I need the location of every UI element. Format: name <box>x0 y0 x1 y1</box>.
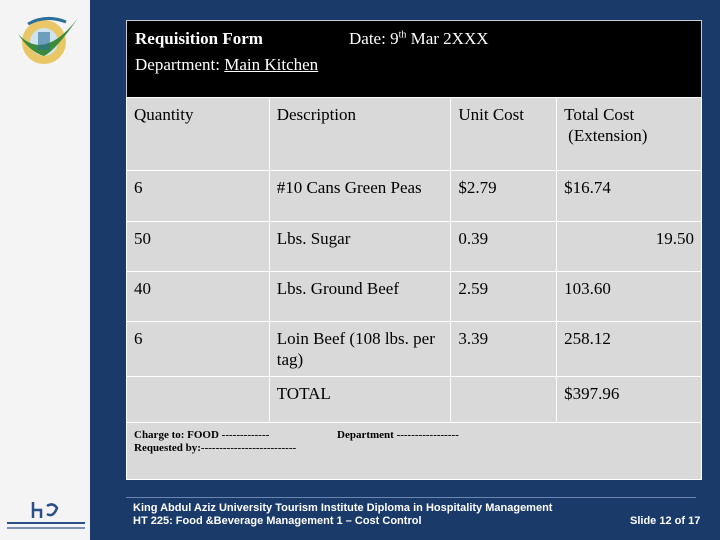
cell-desc: Lbs. Sugar <box>268 221 452 272</box>
table-row: 6 #10 Cans Green Peas $2.79 $16.74 <box>126 170 702 222</box>
form-title: Requisition Form <box>135 29 263 48</box>
cell-unit: 3.39 <box>450 321 558 377</box>
footer-divider <box>126 497 696 498</box>
requisition-table: Quantity Description Unit Cost Total Cos… <box>126 97 702 427</box>
table-row: 6 Loin Beef (108 lbs. per tag) 3.39 258.… <box>126 321 702 377</box>
cell-desc: Loin Beef (108 lbs. per tag) <box>268 321 452 377</box>
institute-logo-icon <box>7 502 85 529</box>
cell-qty: 6 <box>126 170 270 222</box>
table-header-row: Quantity Description Unit Cost Total Cos… <box>126 97 702 171</box>
header-total-cost: Total Cost (Extension) <box>556 97 702 171</box>
left-panel <box>0 0 90 540</box>
total-label: TOTAL <box>268 376 452 427</box>
cell-qty: 50 <box>126 221 270 272</box>
table-row: 50 Lbs. Sugar 0.39 19.50 <box>126 221 702 272</box>
footer-institute: King Abdul Aziz University Tourism Insti… <box>133 502 553 514</box>
cell-unit: $2.79 <box>450 170 558 222</box>
slide-number: Slide 12 of 17 <box>630 515 701 527</box>
cell-desc: Lbs. Ground Beef <box>268 271 452 322</box>
header-description: Description <box>268 97 452 171</box>
form-department: Department: Main Kitchen <box>135 55 319 74</box>
cell-unit: 0.39 <box>450 221 558 272</box>
requested-by-line: Requested by:-------------------------- <box>134 442 297 454</box>
department-line: Department ----------------- <box>337 429 459 441</box>
charge-to-line: Charge to: FOOD ------------- <box>134 429 270 441</box>
table-total-row: TOTAL $397.96 <box>126 376 702 427</box>
form-date: Date: 9th Mar 2XXX <box>349 29 489 48</box>
table-row: 40 Lbs. Ground Beef 2.59 103.60 <box>126 271 702 322</box>
header-quantity: Quantity <box>126 97 270 171</box>
cell-total: 103.60 <box>556 271 702 322</box>
cell-total: 19.50 <box>556 221 702 272</box>
form-header: Requisition Form Date: 9th Mar 2XXX Depa… <box>126 20 702 98</box>
cell-total: $16.74 <box>556 170 702 222</box>
cell-empty <box>126 376 270 427</box>
cell-empty <box>450 376 558 427</box>
cell-unit: 2.59 <box>450 271 558 322</box>
total-value: $397.96 <box>556 376 702 427</box>
cell-desc: #10 Cans Green Peas <box>268 170 452 222</box>
footer-course: HT 225: Food &Beverage Management 1 – Co… <box>133 515 422 527</box>
cell-qty: 6 <box>126 321 270 377</box>
cell-total: 258.12 <box>556 321 702 377</box>
signature-box: Charge to: FOOD ------------- Requested … <box>126 422 702 480</box>
university-logo-icon <box>18 17 78 64</box>
header-unit-cost: Unit Cost <box>450 97 558 171</box>
cell-qty: 40 <box>126 271 270 322</box>
